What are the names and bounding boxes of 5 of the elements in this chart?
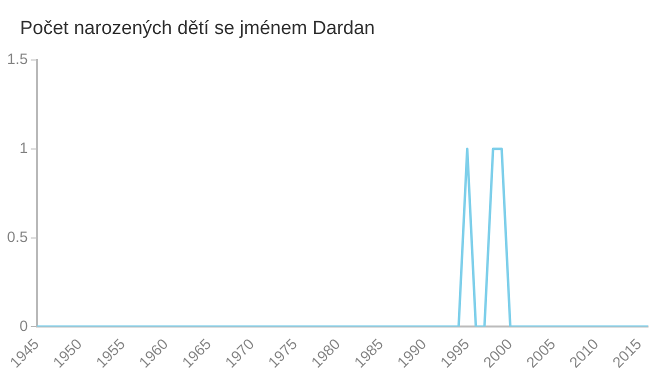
y-tick-label: 1 — [20, 140, 28, 158]
y-tick-label: 0.5 — [6, 228, 28, 246]
y-tick-label: 1.5 — [6, 51, 28, 68]
y-tick-label: 0 — [20, 318, 28, 335]
chart-title: Počet narozených dětí se jménem Dardan — [20, 18, 375, 40]
